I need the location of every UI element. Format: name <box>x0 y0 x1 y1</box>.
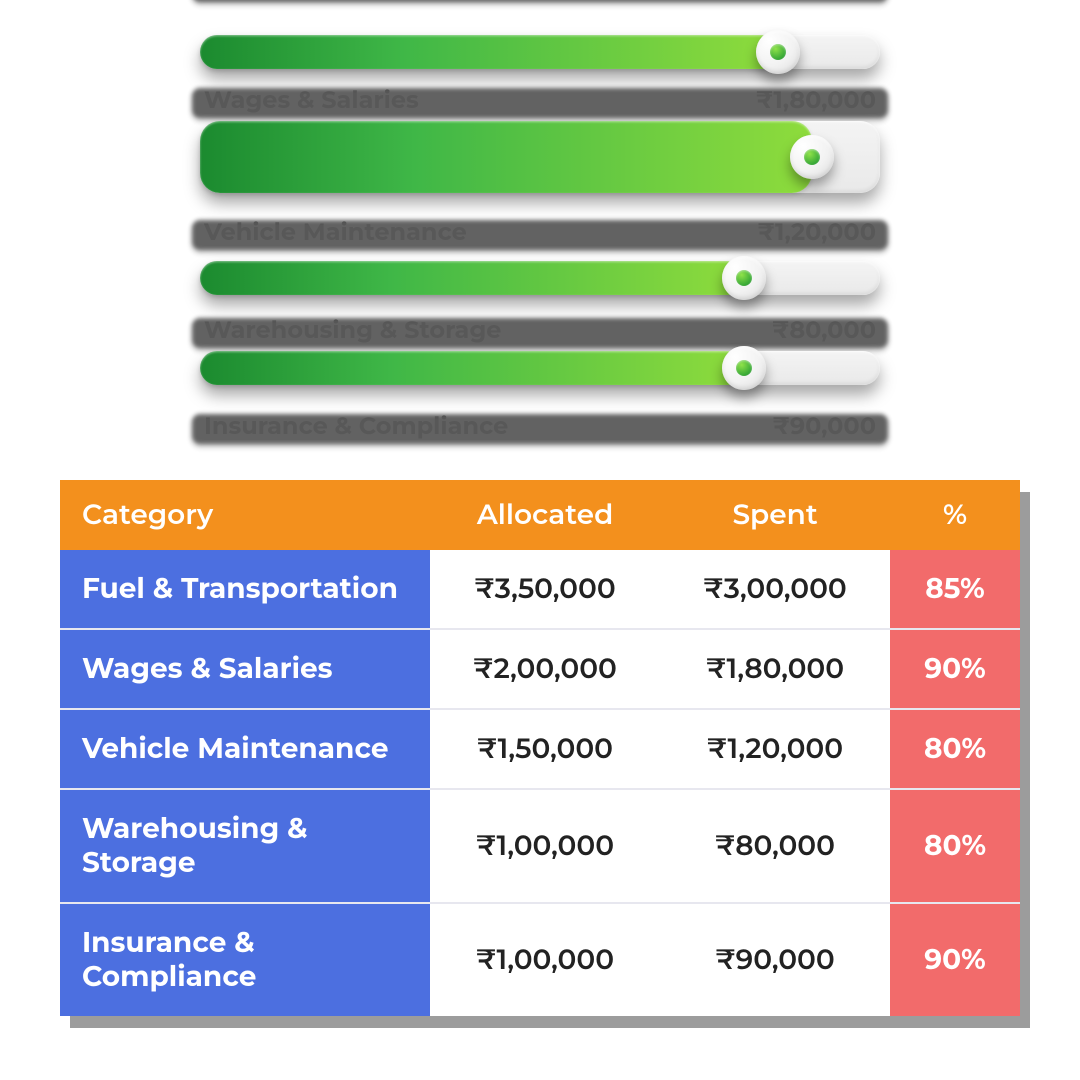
progress-track[interactable] <box>200 35 880 69</box>
progress-bar-block: Vehicle Maintenance₹1,20,000 <box>200 226 880 316</box>
slider-knob[interactable] <box>756 30 800 74</box>
label-obscure-strip <box>192 414 888 444</box>
slider-knob[interactable] <box>722 256 766 300</box>
cell-allocated: ₹1,00,000 <box>430 789 660 903</box>
col-category: Category <box>60 480 430 550</box>
progress-fill <box>200 261 744 295</box>
col-percent: % <box>890 480 1020 550</box>
table-body: Fuel & Transportation₹3,50,000₹3,00,0008… <box>60 550 1020 1016</box>
cell-percent: 80% <box>890 789 1020 903</box>
col-spent: Spent <box>660 480 890 550</box>
cell-percent: 90% <box>890 629 1020 709</box>
progress-bar-block: Fuel & Transportation₹3,00,000 <box>200 0 880 86</box>
cell-spent: ₹80,000 <box>660 789 890 903</box>
cell-spent: ₹90,000 <box>660 903 890 1016</box>
cell-percent: 85% <box>890 550 1020 629</box>
label-obscure-strip <box>192 0 888 2</box>
progress-bar-block: Wages & Salaries₹1,80,000 <box>200 86 880 226</box>
cell-category: Insurance & Compliance <box>60 903 430 1016</box>
col-allocated: Allocated <box>430 480 660 550</box>
table-row: Vehicle Maintenance₹1,50,000₹1,20,00080% <box>60 709 1020 789</box>
budget-table-wrap: Category Allocated Spent % Fuel & Transp… <box>60 480 1020 1016</box>
table-row: Warehousing & Storage₹1,00,000₹80,00080% <box>60 789 1020 903</box>
cell-percent: 80% <box>890 709 1020 789</box>
cell-category: Vehicle Maintenance <box>60 709 430 789</box>
cell-percent: 90% <box>890 903 1020 1016</box>
progress-fill <box>200 351 744 385</box>
cell-spent: ₹1,20,000 <box>660 709 890 789</box>
progress-fill <box>200 35 778 69</box>
progress-bar-block: Warehousing & Storage₹80,000 <box>200 316 880 412</box>
progress-track[interactable] <box>200 351 880 385</box>
progress-bar-block: Insurance & Compliance₹90,000 <box>200 412 880 458</box>
cell-allocated: ₹1,50,000 <box>430 709 660 789</box>
progress-track[interactable] <box>200 261 880 295</box>
table-row: Fuel & Transportation₹3,50,000₹3,00,0008… <box>60 550 1020 629</box>
budget-table: Category Allocated Spent % Fuel & Transp… <box>60 480 1020 1016</box>
cell-category: Fuel & Transportation <box>60 550 430 629</box>
progress-fill <box>200 121 812 193</box>
cell-spent: ₹3,00,000 <box>660 550 890 629</box>
slider-knob[interactable] <box>790 135 834 179</box>
progress-track[interactable] <box>200 121 880 193</box>
slider-knob[interactable] <box>722 346 766 390</box>
cell-allocated: ₹3,50,000 <box>430 550 660 629</box>
cell-spent: ₹1,80,000 <box>660 629 890 709</box>
table-row: Insurance & Compliance₹1,00,000₹90,00090… <box>60 903 1020 1016</box>
page-root: Fuel & Transportation₹3,00,000Wages & Sa… <box>0 0 1080 1080</box>
table-row: Wages & Salaries₹2,00,000₹1,80,00090% <box>60 629 1020 709</box>
progress-bars-section: Fuel & Transportation₹3,00,000Wages & Sa… <box>200 0 880 458</box>
label-obscure-strip <box>192 318 888 348</box>
cell-category: Wages & Salaries <box>60 629 430 709</box>
label-obscure-strip <box>192 88 888 118</box>
cell-allocated: ₹1,00,000 <box>430 903 660 1016</box>
cell-allocated: ₹2,00,000 <box>430 629 660 709</box>
label-obscure-strip <box>192 220 888 250</box>
table-header: Category Allocated Spent % <box>60 480 1020 550</box>
cell-category: Warehousing & Storage <box>60 789 430 903</box>
